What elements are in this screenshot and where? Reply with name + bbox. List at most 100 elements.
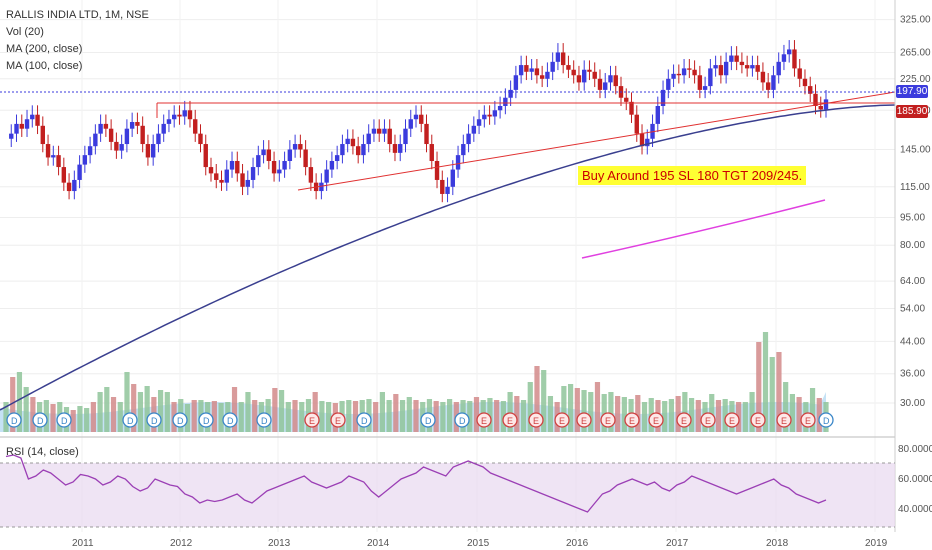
candle-body [718, 65, 724, 76]
earnings-marker[interactable]: E [600, 412, 616, 428]
candle-body [729, 55, 734, 62]
candle-body [98, 123, 103, 134]
earnings-marker[interactable]: E [800, 412, 816, 428]
earnings-marker[interactable]: E [724, 412, 740, 428]
dividend-marker[interactable]: D [32, 412, 48, 428]
volume-bar [406, 397, 412, 432]
rising-trendline [297, 91, 896, 191]
dividend-marker[interactable]: D [122, 412, 138, 428]
earnings-marker[interactable]: E [676, 412, 692, 428]
volume-bar [776, 352, 782, 432]
volume-bar [124, 372, 130, 432]
candle-body [645, 138, 650, 147]
price-tick-label: 115.00 [900, 182, 930, 193]
earnings-marker[interactable]: E [304, 412, 320, 428]
candle-body [750, 65, 755, 69]
candle-body [413, 114, 419, 120]
candle-body [608, 75, 613, 83]
candle-body [392, 144, 398, 153]
volume-bar [816, 398, 822, 432]
volume-bar [662, 401, 668, 432]
candle-body [371, 128, 377, 134]
dividend-marker[interactable]: D [146, 412, 162, 428]
volume-bar [715, 400, 722, 432]
price-tick-label: 30.00 [900, 398, 925, 409]
earnings-marker[interactable]: E [330, 412, 346, 428]
volume-bar [137, 392, 144, 432]
dividend-marker[interactable]: D [198, 412, 214, 428]
candle-body [35, 114, 40, 126]
candle-body [587, 69, 592, 72]
volume-bar [682, 392, 688, 432]
candle-body [287, 149, 293, 161]
volume-bar [567, 384, 574, 432]
volume-bar [292, 400, 298, 432]
candle-body [193, 119, 198, 134]
earnings-marker[interactable]: E [476, 412, 492, 428]
volume-bar [574, 388, 580, 432]
candle-body [292, 144, 298, 150]
volume-bar [561, 386, 567, 432]
volume-bar [608, 392, 614, 432]
candle-body [108, 128, 114, 142]
candle-body [739, 61, 745, 66]
candle-body [466, 133, 471, 145]
volume-bar [10, 377, 16, 432]
dividend-marker[interactable]: D [56, 412, 72, 428]
dividend-marker[interactable]: D [356, 412, 372, 428]
dividend-marker[interactable]: D [420, 412, 436, 428]
candle-body [224, 169, 229, 183]
candle-body [182, 110, 187, 117]
candle-body [582, 69, 587, 83]
candle-body [198, 133, 203, 145]
earnings-marker[interactable]: E [776, 412, 792, 428]
last-price-tag: 197.90 [896, 85, 928, 98]
candle-body [592, 71, 597, 79]
volume-bar [312, 392, 318, 432]
earnings-marker[interactable]: E [554, 412, 570, 428]
volume-bar [742, 402, 748, 432]
candle-body [240, 173, 245, 187]
volume-bar [520, 400, 527, 432]
dividend-marker[interactable]: D [172, 412, 188, 428]
ma100-line [581, 199, 826, 259]
earnings-marker[interactable]: E [576, 412, 592, 428]
dividend-marker[interactable]: D [256, 412, 272, 428]
candle-body [823, 99, 829, 110]
volume-bar [507, 392, 513, 432]
time-tick-label: 2013 [268, 538, 291, 549]
volume-bar [30, 397, 36, 432]
svg-text:D: D [11, 416, 18, 426]
svg-text:E: E [805, 416, 811, 426]
volume-bar [252, 400, 258, 432]
candle-body [676, 73, 682, 76]
earnings-marker[interactable]: E [700, 412, 716, 428]
volume-bar [621, 397, 627, 432]
volume-bar [164, 392, 170, 432]
dividend-marker[interactable]: D [222, 412, 238, 428]
earnings-marker[interactable]: E [750, 412, 766, 428]
volume-bar [352, 401, 359, 432]
candle-body [156, 133, 161, 145]
volume-bar [238, 402, 244, 432]
candle-body [250, 167, 256, 180]
volume-bar [581, 390, 587, 432]
dividend-marker[interactable]: D [6, 412, 22, 428]
earnings-marker[interactable]: E [528, 412, 544, 428]
volume-bar [346, 400, 352, 432]
svg-text:D: D [151, 416, 158, 426]
volume-bar [413, 400, 419, 432]
volume-bar [594, 382, 601, 432]
earnings-marker[interactable]: E [624, 412, 640, 428]
candle-body [40, 125, 45, 145]
dividend-marker[interactable]: D [818, 412, 834, 428]
earnings-marker[interactable]: E [648, 412, 664, 428]
dividend-marker[interactable]: D [454, 412, 470, 428]
earnings-marker[interactable]: E [502, 412, 518, 428]
candle-body [103, 123, 109, 129]
svg-text:E: E [335, 416, 341, 426]
candle-body [261, 149, 266, 156]
svg-text:E: E [705, 416, 711, 426]
candle-body [771, 75, 776, 90]
candle-body [802, 78, 808, 87]
